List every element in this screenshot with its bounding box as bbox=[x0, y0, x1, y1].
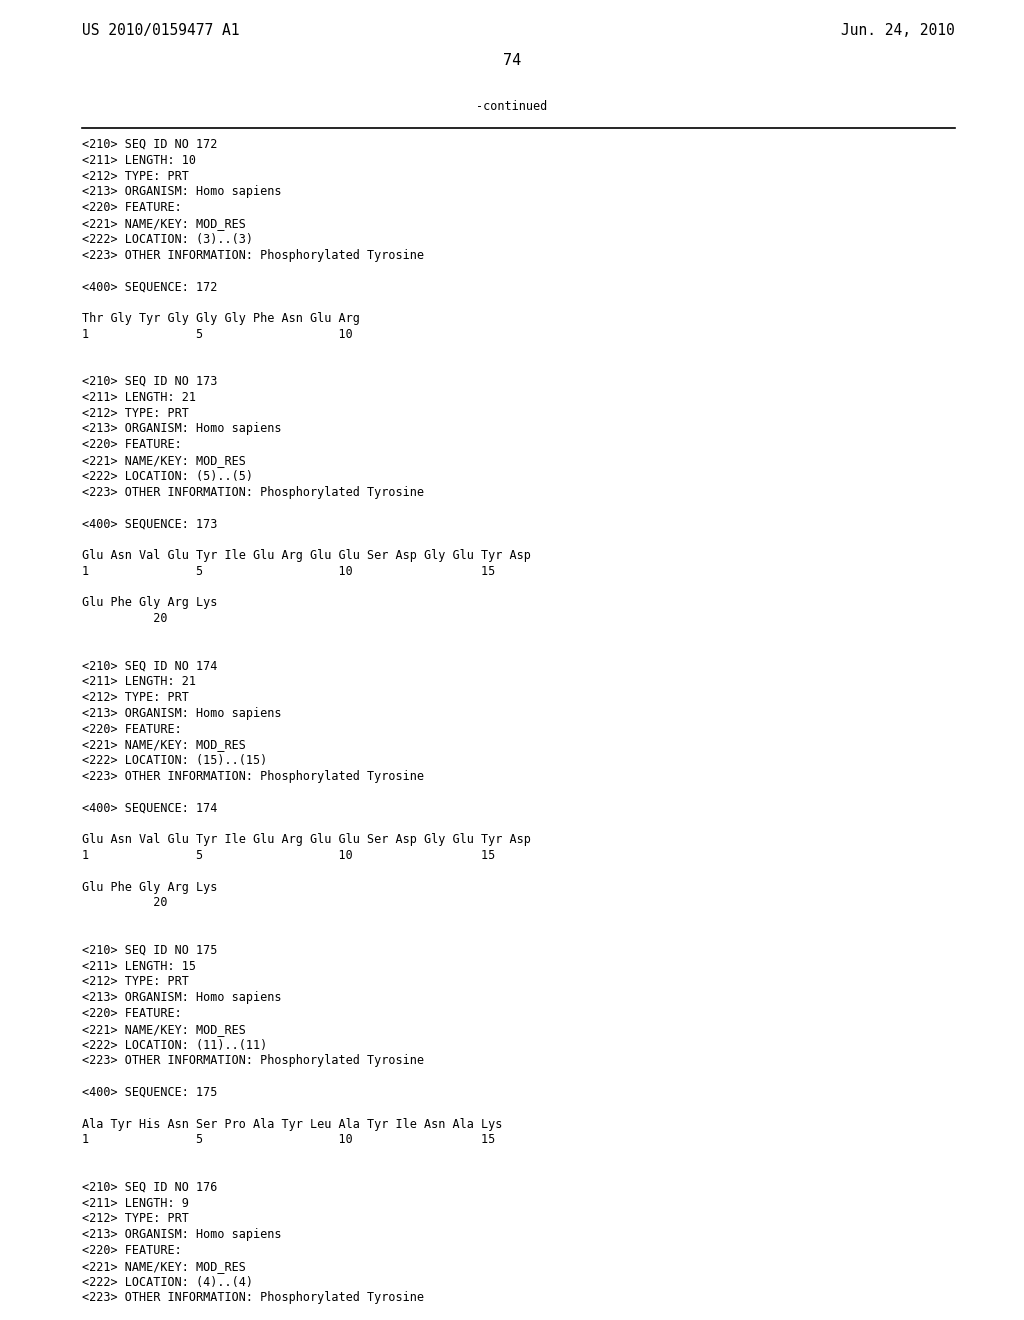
Text: <221> NAME/KEY: MOD_RES: <221> NAME/KEY: MOD_RES bbox=[82, 1259, 246, 1272]
Text: 1               5                   10                  15: 1 5 10 15 bbox=[82, 1134, 496, 1146]
Text: <222> LOCATION: (4)..(4): <222> LOCATION: (4)..(4) bbox=[82, 1275, 253, 1288]
Text: <400> SEQUENCE: 173: <400> SEQUENCE: 173 bbox=[82, 517, 217, 531]
Text: <223> OTHER INFORMATION: Phosphorylated Tyrosine: <223> OTHER INFORMATION: Phosphorylated … bbox=[82, 1291, 424, 1304]
Text: <213> ORGANISM: Homo sapiens: <213> ORGANISM: Homo sapiens bbox=[82, 422, 282, 436]
Text: 1               5                   10                  15: 1 5 10 15 bbox=[82, 849, 496, 862]
Text: Glu Asn Val Glu Tyr Ile Glu Arg Glu Glu Ser Asp Gly Glu Tyr Asp: Glu Asn Val Glu Tyr Ile Glu Arg Glu Glu … bbox=[82, 833, 530, 846]
Text: <212> TYPE: PRT: <212> TYPE: PRT bbox=[82, 690, 188, 704]
Text: 74: 74 bbox=[503, 53, 521, 69]
Text: <223> OTHER INFORMATION: Phosphorylated Tyrosine: <223> OTHER INFORMATION: Phosphorylated … bbox=[82, 770, 424, 783]
Text: <213> ORGANISM: Homo sapiens: <213> ORGANISM: Homo sapiens bbox=[82, 1228, 282, 1241]
Text: <221> NAME/KEY: MOD_RES: <221> NAME/KEY: MOD_RES bbox=[82, 738, 246, 751]
Text: 1               5                   10                  15: 1 5 10 15 bbox=[82, 565, 496, 578]
Text: -continued: -continued bbox=[476, 100, 548, 114]
Text: <222> LOCATION: (3)..(3): <222> LOCATION: (3)..(3) bbox=[82, 232, 253, 246]
Text: <210> SEQ ID NO 173: <210> SEQ ID NO 173 bbox=[82, 375, 217, 388]
Text: <213> ORGANISM: Homo sapiens: <213> ORGANISM: Homo sapiens bbox=[82, 991, 282, 1005]
Text: <220> FEATURE:: <220> FEATURE: bbox=[82, 1007, 181, 1020]
Text: <211> LENGTH: 15: <211> LENGTH: 15 bbox=[82, 960, 196, 973]
Text: <211> LENGTH: 10: <211> LENGTH: 10 bbox=[82, 154, 196, 166]
Text: <220> FEATURE:: <220> FEATURE: bbox=[82, 1243, 181, 1257]
Text: <212> TYPE: PRT: <212> TYPE: PRT bbox=[82, 1212, 188, 1225]
Text: <223> OTHER INFORMATION: Phosphorylated Tyrosine: <223> OTHER INFORMATION: Phosphorylated … bbox=[82, 248, 424, 261]
Text: 20: 20 bbox=[82, 612, 168, 624]
Text: <222> LOCATION: (11)..(11): <222> LOCATION: (11)..(11) bbox=[82, 1039, 267, 1052]
Text: <221> NAME/KEY: MOD_RES: <221> NAME/KEY: MOD_RES bbox=[82, 454, 246, 467]
Text: <221> NAME/KEY: MOD_RES: <221> NAME/KEY: MOD_RES bbox=[82, 216, 246, 230]
Text: <220> FEATURE:: <220> FEATURE: bbox=[82, 201, 181, 214]
Text: Ala Tyr His Asn Ser Pro Ala Tyr Leu Ala Tyr Ile Asn Ala Lys: Ala Tyr His Asn Ser Pro Ala Tyr Leu Ala … bbox=[82, 1118, 503, 1131]
Text: Glu Phe Gly Arg Lys: Glu Phe Gly Arg Lys bbox=[82, 880, 217, 894]
Text: 20: 20 bbox=[82, 896, 168, 909]
Text: Glu Phe Gly Arg Lys: Glu Phe Gly Arg Lys bbox=[82, 597, 217, 610]
Text: <212> TYPE: PRT: <212> TYPE: PRT bbox=[82, 407, 188, 420]
Text: <213> ORGANISM: Homo sapiens: <213> ORGANISM: Homo sapiens bbox=[82, 706, 282, 719]
Text: <213> ORGANISM: Homo sapiens: <213> ORGANISM: Homo sapiens bbox=[82, 185, 282, 198]
Text: <212> TYPE: PRT: <212> TYPE: PRT bbox=[82, 975, 188, 989]
Text: <210> SEQ ID NO 172: <210> SEQ ID NO 172 bbox=[82, 139, 217, 150]
Text: <210> SEQ ID NO 174: <210> SEQ ID NO 174 bbox=[82, 660, 217, 672]
Text: <211> LENGTH: 9: <211> LENGTH: 9 bbox=[82, 1197, 188, 1209]
Text: Thr Gly Tyr Gly Gly Gly Phe Asn Glu Arg: Thr Gly Tyr Gly Gly Gly Phe Asn Glu Arg bbox=[82, 312, 359, 325]
Text: <400> SEQUENCE: 175: <400> SEQUENCE: 175 bbox=[82, 1086, 217, 1100]
Text: <212> TYPE: PRT: <212> TYPE: PRT bbox=[82, 169, 188, 182]
Text: <220> FEATURE:: <220> FEATURE: bbox=[82, 438, 181, 451]
Text: <210> SEQ ID NO 176: <210> SEQ ID NO 176 bbox=[82, 1181, 217, 1193]
Text: <220> FEATURE:: <220> FEATURE: bbox=[82, 722, 181, 735]
Text: <210> SEQ ID NO 175: <210> SEQ ID NO 175 bbox=[82, 944, 217, 957]
Text: Glu Asn Val Glu Tyr Ile Glu Arg Glu Glu Ser Asp Gly Glu Tyr Asp: Glu Asn Val Glu Tyr Ile Glu Arg Glu Glu … bbox=[82, 549, 530, 562]
Text: <221> NAME/KEY: MOD_RES: <221> NAME/KEY: MOD_RES bbox=[82, 1023, 246, 1036]
Text: <400> SEQUENCE: 174: <400> SEQUENCE: 174 bbox=[82, 801, 217, 814]
Text: Jun. 24, 2010: Jun. 24, 2010 bbox=[842, 22, 955, 38]
Text: <222> LOCATION: (5)..(5): <222> LOCATION: (5)..(5) bbox=[82, 470, 253, 483]
Text: <211> LENGTH: 21: <211> LENGTH: 21 bbox=[82, 676, 196, 688]
Text: <223> OTHER INFORMATION: Phosphorylated Tyrosine: <223> OTHER INFORMATION: Phosphorylated … bbox=[82, 486, 424, 499]
Text: <223> OTHER INFORMATION: Phosphorylated Tyrosine: <223> OTHER INFORMATION: Phosphorylated … bbox=[82, 1055, 424, 1068]
Text: US 2010/0159477 A1: US 2010/0159477 A1 bbox=[82, 22, 240, 38]
Text: <400> SEQUENCE: 172: <400> SEQUENCE: 172 bbox=[82, 280, 217, 293]
Text: <222> LOCATION: (15)..(15): <222> LOCATION: (15)..(15) bbox=[82, 754, 267, 767]
Text: <211> LENGTH: 21: <211> LENGTH: 21 bbox=[82, 391, 196, 404]
Text: 1               5                   10: 1 5 10 bbox=[82, 327, 352, 341]
